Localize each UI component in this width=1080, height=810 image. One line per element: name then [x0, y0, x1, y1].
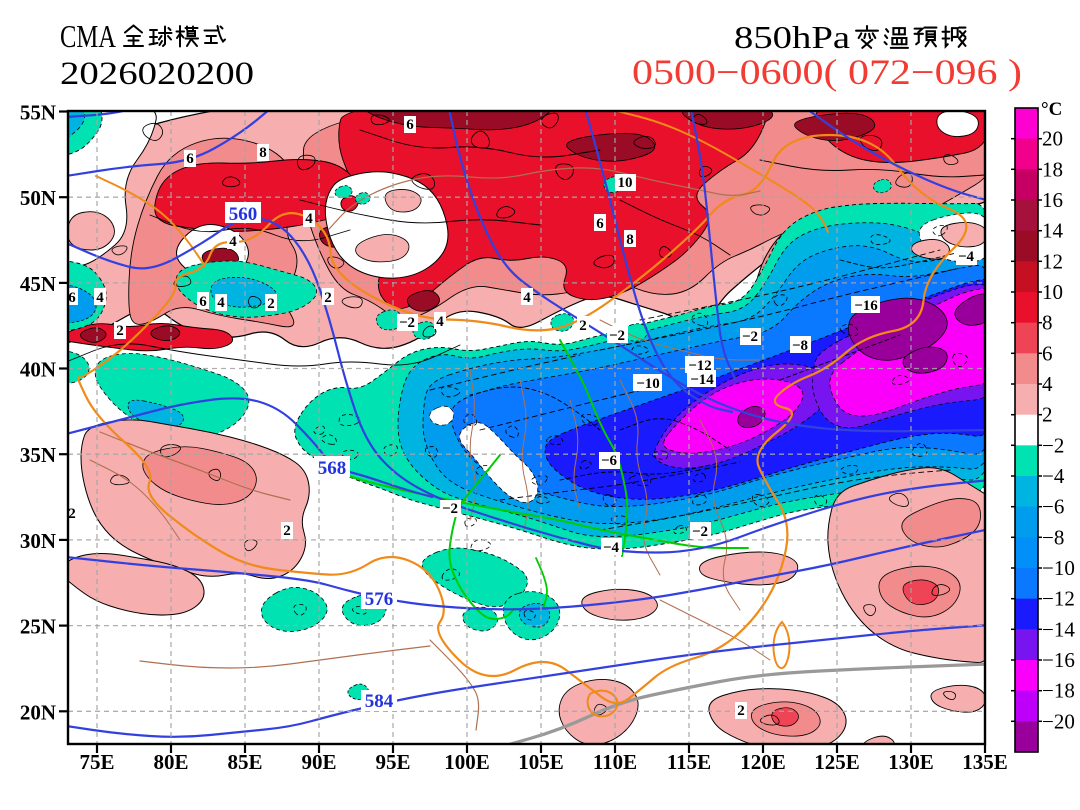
svg-text:560: 560 — [229, 204, 258, 225]
svg-text:−4: −4 — [1042, 464, 1065, 488]
svg-text:−6: −6 — [601, 453, 618, 469]
svg-text:6: 6 — [68, 290, 76, 306]
svg-text:−12: −12 — [1042, 587, 1075, 611]
svg-text:4: 4 — [1042, 372, 1053, 396]
svg-text:−10: −10 — [1042, 556, 1075, 580]
svg-text:20: 20 — [1042, 127, 1063, 151]
svg-text:576: 576 — [365, 589, 394, 610]
svg-text:2: 2 — [737, 703, 745, 719]
svg-text:95E: 95E — [375, 750, 410, 774]
svg-text:−16: −16 — [1042, 648, 1075, 672]
svg-text:0500−0600( 072−096 ): 0500−0600( 072−096 ) — [632, 52, 1022, 92]
svg-text:−4: −4 — [603, 540, 620, 556]
svg-text:40N: 40N — [20, 358, 56, 382]
svg-text:30N: 30N — [20, 529, 56, 553]
svg-text:10: 10 — [1042, 280, 1063, 304]
svg-text:−20: −20 — [1042, 709, 1075, 733]
svg-text:115E: 115E — [667, 750, 711, 774]
svg-text:850hPa: 850hPa — [734, 19, 850, 55]
svg-text:−6: −6 — [1042, 495, 1064, 519]
svg-text:18: 18 — [1042, 157, 1063, 181]
svg-text:−16: −16 — [854, 298, 878, 314]
svg-text:−2: −2 — [1042, 433, 1064, 457]
svg-text:130E: 130E — [888, 750, 934, 774]
svg-text:−8: −8 — [1042, 525, 1064, 549]
svg-text:−2: −2 — [442, 501, 458, 517]
svg-text:2026020200: 2026020200 — [60, 56, 254, 92]
svg-text:4: 4 — [436, 314, 444, 330]
svg-text:6: 6 — [406, 117, 414, 133]
svg-text:75E: 75E — [79, 750, 114, 774]
svg-text:−14: −14 — [1042, 617, 1075, 641]
svg-text:10: 10 — [618, 175, 633, 191]
svg-text:50N: 50N — [20, 186, 56, 210]
svg-text:6: 6 — [199, 294, 207, 310]
svg-text:−18: −18 — [1042, 679, 1075, 703]
svg-text:20N: 20N — [20, 700, 56, 724]
svg-text:2: 2 — [283, 523, 291, 539]
svg-text:25N: 25N — [20, 615, 56, 639]
svg-text:80E: 80E — [153, 750, 188, 774]
svg-text:2: 2 — [116, 323, 124, 339]
svg-text:2: 2 — [324, 290, 332, 306]
svg-text:90E: 90E — [301, 750, 336, 774]
svg-text:−8: −8 — [792, 338, 808, 354]
svg-text:125E: 125E — [814, 750, 860, 774]
svg-text:584: 584 — [365, 691, 394, 712]
svg-text:−2: −2 — [609, 328, 625, 344]
svg-text:45N: 45N — [20, 272, 56, 296]
svg-text:−10: −10 — [636, 376, 660, 392]
svg-text:120E: 120E — [740, 750, 786, 774]
svg-text:55N: 55N — [20, 101, 56, 125]
svg-text:4: 4 — [96, 290, 104, 306]
svg-text:−2: −2 — [692, 524, 708, 540]
svg-text:6: 6 — [596, 216, 604, 232]
svg-text:6: 6 — [186, 151, 194, 167]
svg-text:2: 2 — [579, 318, 587, 334]
svg-text:2: 2 — [267, 296, 275, 312]
svg-text:85E: 85E — [227, 750, 262, 774]
svg-text:4: 4 — [305, 211, 313, 227]
svg-text:8: 8 — [259, 145, 267, 161]
svg-text:4: 4 — [523, 290, 531, 306]
svg-text:16: 16 — [1042, 188, 1063, 212]
svg-text:14: 14 — [1042, 219, 1064, 243]
svg-text:−4: −4 — [958, 249, 975, 265]
svg-text:35N: 35N — [20, 443, 56, 467]
svg-text:8: 8 — [1042, 311, 1053, 335]
svg-text:CMA: CMA — [60, 18, 116, 54]
svg-text:568: 568 — [318, 458, 347, 479]
svg-text:2: 2 — [68, 506, 76, 522]
svg-text:4: 4 — [217, 295, 225, 311]
svg-text:8: 8 — [626, 232, 634, 248]
svg-text:135E: 135E — [962, 750, 1008, 774]
svg-text:110E: 110E — [593, 750, 637, 774]
svg-text:−2: −2 — [742, 329, 758, 345]
svg-text:12: 12 — [1042, 249, 1063, 273]
svg-text:4: 4 — [229, 234, 237, 250]
svg-text:−2: −2 — [399, 315, 415, 331]
svg-text:105E: 105E — [518, 750, 564, 774]
svg-text:2: 2 — [1042, 403, 1053, 427]
svg-text:°C: °C — [1041, 99, 1062, 120]
svg-text:100E: 100E — [444, 750, 490, 774]
svg-text:−14: −14 — [690, 372, 714, 388]
svg-text:6: 6 — [1042, 341, 1053, 365]
